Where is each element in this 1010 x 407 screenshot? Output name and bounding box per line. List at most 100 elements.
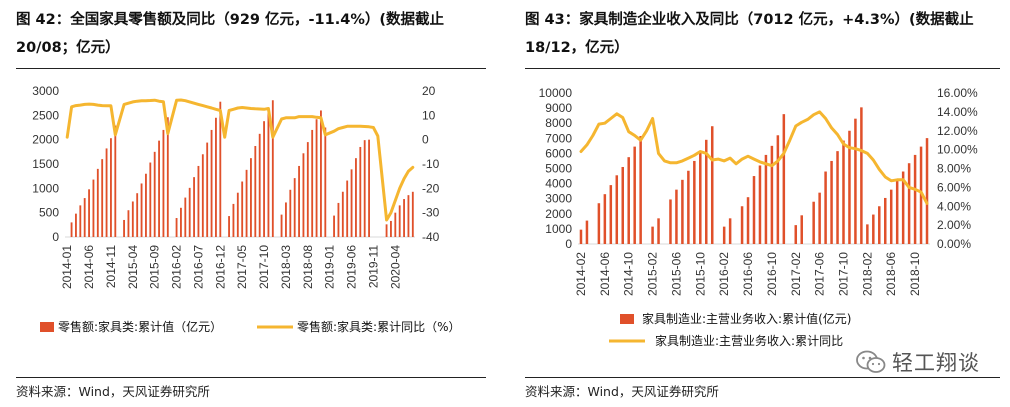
- y-left-tick-label: 3000: [545, 192, 572, 206]
- bar: [836, 151, 839, 244]
- y-right-tick-label: 12.00%: [937, 124, 978, 138]
- x-tick-label: 2017-10: [836, 252, 850, 296]
- bar: [627, 157, 630, 244]
- bar: [913, 154, 917, 244]
- source-divider: [16, 377, 486, 378]
- y-right-tick-label: 16.00%: [937, 86, 978, 100]
- bar: [245, 169, 248, 237]
- bar: [403, 199, 405, 237]
- bar: [123, 219, 125, 237]
- bar: [166, 117, 169, 237]
- bar: [210, 129, 213, 237]
- bar: [394, 212, 397, 237]
- bar: [728, 218, 732, 244]
- y-right-tick-label: 0: [422, 133, 429, 147]
- y-left-tick-label: 0: [565, 237, 572, 251]
- bar: [794, 225, 798, 244]
- bar: [919, 146, 923, 244]
- bar: [693, 160, 696, 244]
- bar: [699, 151, 702, 244]
- x-tick-label: 2016-07: [191, 245, 205, 289]
- bar: [907, 163, 911, 244]
- y-left-tick-label: 6000: [545, 146, 572, 160]
- y-right-tick-label: 8.00%: [937, 162, 971, 176]
- bar: [298, 165, 300, 237]
- bar: [258, 133, 261, 237]
- bar: [306, 142, 309, 237]
- bar: [236, 192, 239, 237]
- bar: [687, 170, 690, 244]
- bar: [669, 199, 672, 244]
- series-line: [579, 110, 929, 205]
- bar: [776, 135, 780, 244]
- bar: [162, 129, 165, 237]
- bar: [639, 136, 642, 244]
- bar: [250, 158, 252, 237]
- chart-title: 图 43：家具制造企业收入及同比（7012 亿元，+4.3%）(数据截止 18/…: [525, 12, 974, 56]
- legend-label: 家具制造业:主营业务收入:累计值(亿元): [642, 311, 851, 326]
- bar: [101, 159, 104, 237]
- bar: [621, 166, 624, 244]
- bar: [96, 168, 99, 237]
- y-left-tick-label: 5000: [545, 162, 572, 176]
- x-tick-label: 2016-06: [741, 252, 755, 296]
- title-divider: [16, 68, 486, 69]
- bar: [603, 194, 607, 244]
- bar: [782, 114, 786, 244]
- source-note: 资料来源：Wind，天风证券研究所: [525, 384, 719, 399]
- bar: [201, 154, 204, 237]
- bar: [114, 125, 117, 237]
- bar: [842, 140, 845, 244]
- y-left-tick-label: 10000: [539, 86, 573, 100]
- x-tick-label: 2014-06: [82, 245, 96, 289]
- watermark-text: 轻工翔谈: [892, 351, 980, 375]
- x-tick-label: 2017-02: [789, 252, 803, 296]
- bar: [302, 153, 305, 237]
- bar: [889, 189, 893, 244]
- y-left-tick-label: 1000: [32, 181, 59, 195]
- bar: [158, 140, 160, 237]
- title-divider: [525, 68, 1000, 69]
- legend-bar-swatch: [620, 314, 634, 324]
- bar: [824, 171, 827, 244]
- bar: [854, 118, 857, 244]
- x-tick-label: 2016-02: [170, 245, 184, 289]
- bar: [363, 140, 366, 237]
- bar: [764, 154, 768, 244]
- bar: [197, 165, 200, 237]
- bar: [651, 226, 654, 244]
- bar: [341, 191, 344, 237]
- bar: [368, 139, 370, 237]
- y-right-tick-label: 14.00%: [937, 105, 978, 119]
- bar: [710, 126, 714, 244]
- bar: [232, 203, 235, 237]
- bar: [254, 145, 257, 237]
- bar: [263, 121, 265, 237]
- bar: [848, 130, 851, 244]
- bar: [830, 160, 833, 244]
- y-left-tick-label: 2000: [32, 133, 59, 147]
- bar: [92, 179, 95, 237]
- source-note: 资料来源：Wind，天风证券研究所: [16, 384, 210, 399]
- bar: [740, 206, 744, 244]
- y-right-tick-label: -10: [422, 157, 440, 171]
- legend-label: 零售额:家具类:累计同比（%）: [297, 319, 461, 334]
- x-tick-label: 2016-12: [213, 245, 227, 289]
- bar: [800, 215, 803, 244]
- legend-label: 零售额:家具类:累计值（亿元）: [58, 319, 222, 334]
- bar: [615, 175, 619, 244]
- y-left-tick-label: 2000: [545, 207, 572, 221]
- y-left-tick-label: 9000: [545, 101, 572, 115]
- bar: [390, 220, 392, 237]
- x-tick-label: 2015-04: [126, 245, 140, 289]
- x-tick-label: 2018-02: [860, 252, 874, 296]
- bar: [895, 180, 899, 244]
- x-tick-label: 2020-04: [388, 245, 402, 289]
- bar: [215, 117, 217, 237]
- wechat-icon: [856, 350, 886, 373]
- bar: [657, 218, 660, 244]
- x-tick-label: 2017-06: [813, 252, 827, 296]
- bar: [355, 158, 357, 237]
- bar: [79, 205, 82, 237]
- x-tick-label: 2019-06: [345, 245, 359, 289]
